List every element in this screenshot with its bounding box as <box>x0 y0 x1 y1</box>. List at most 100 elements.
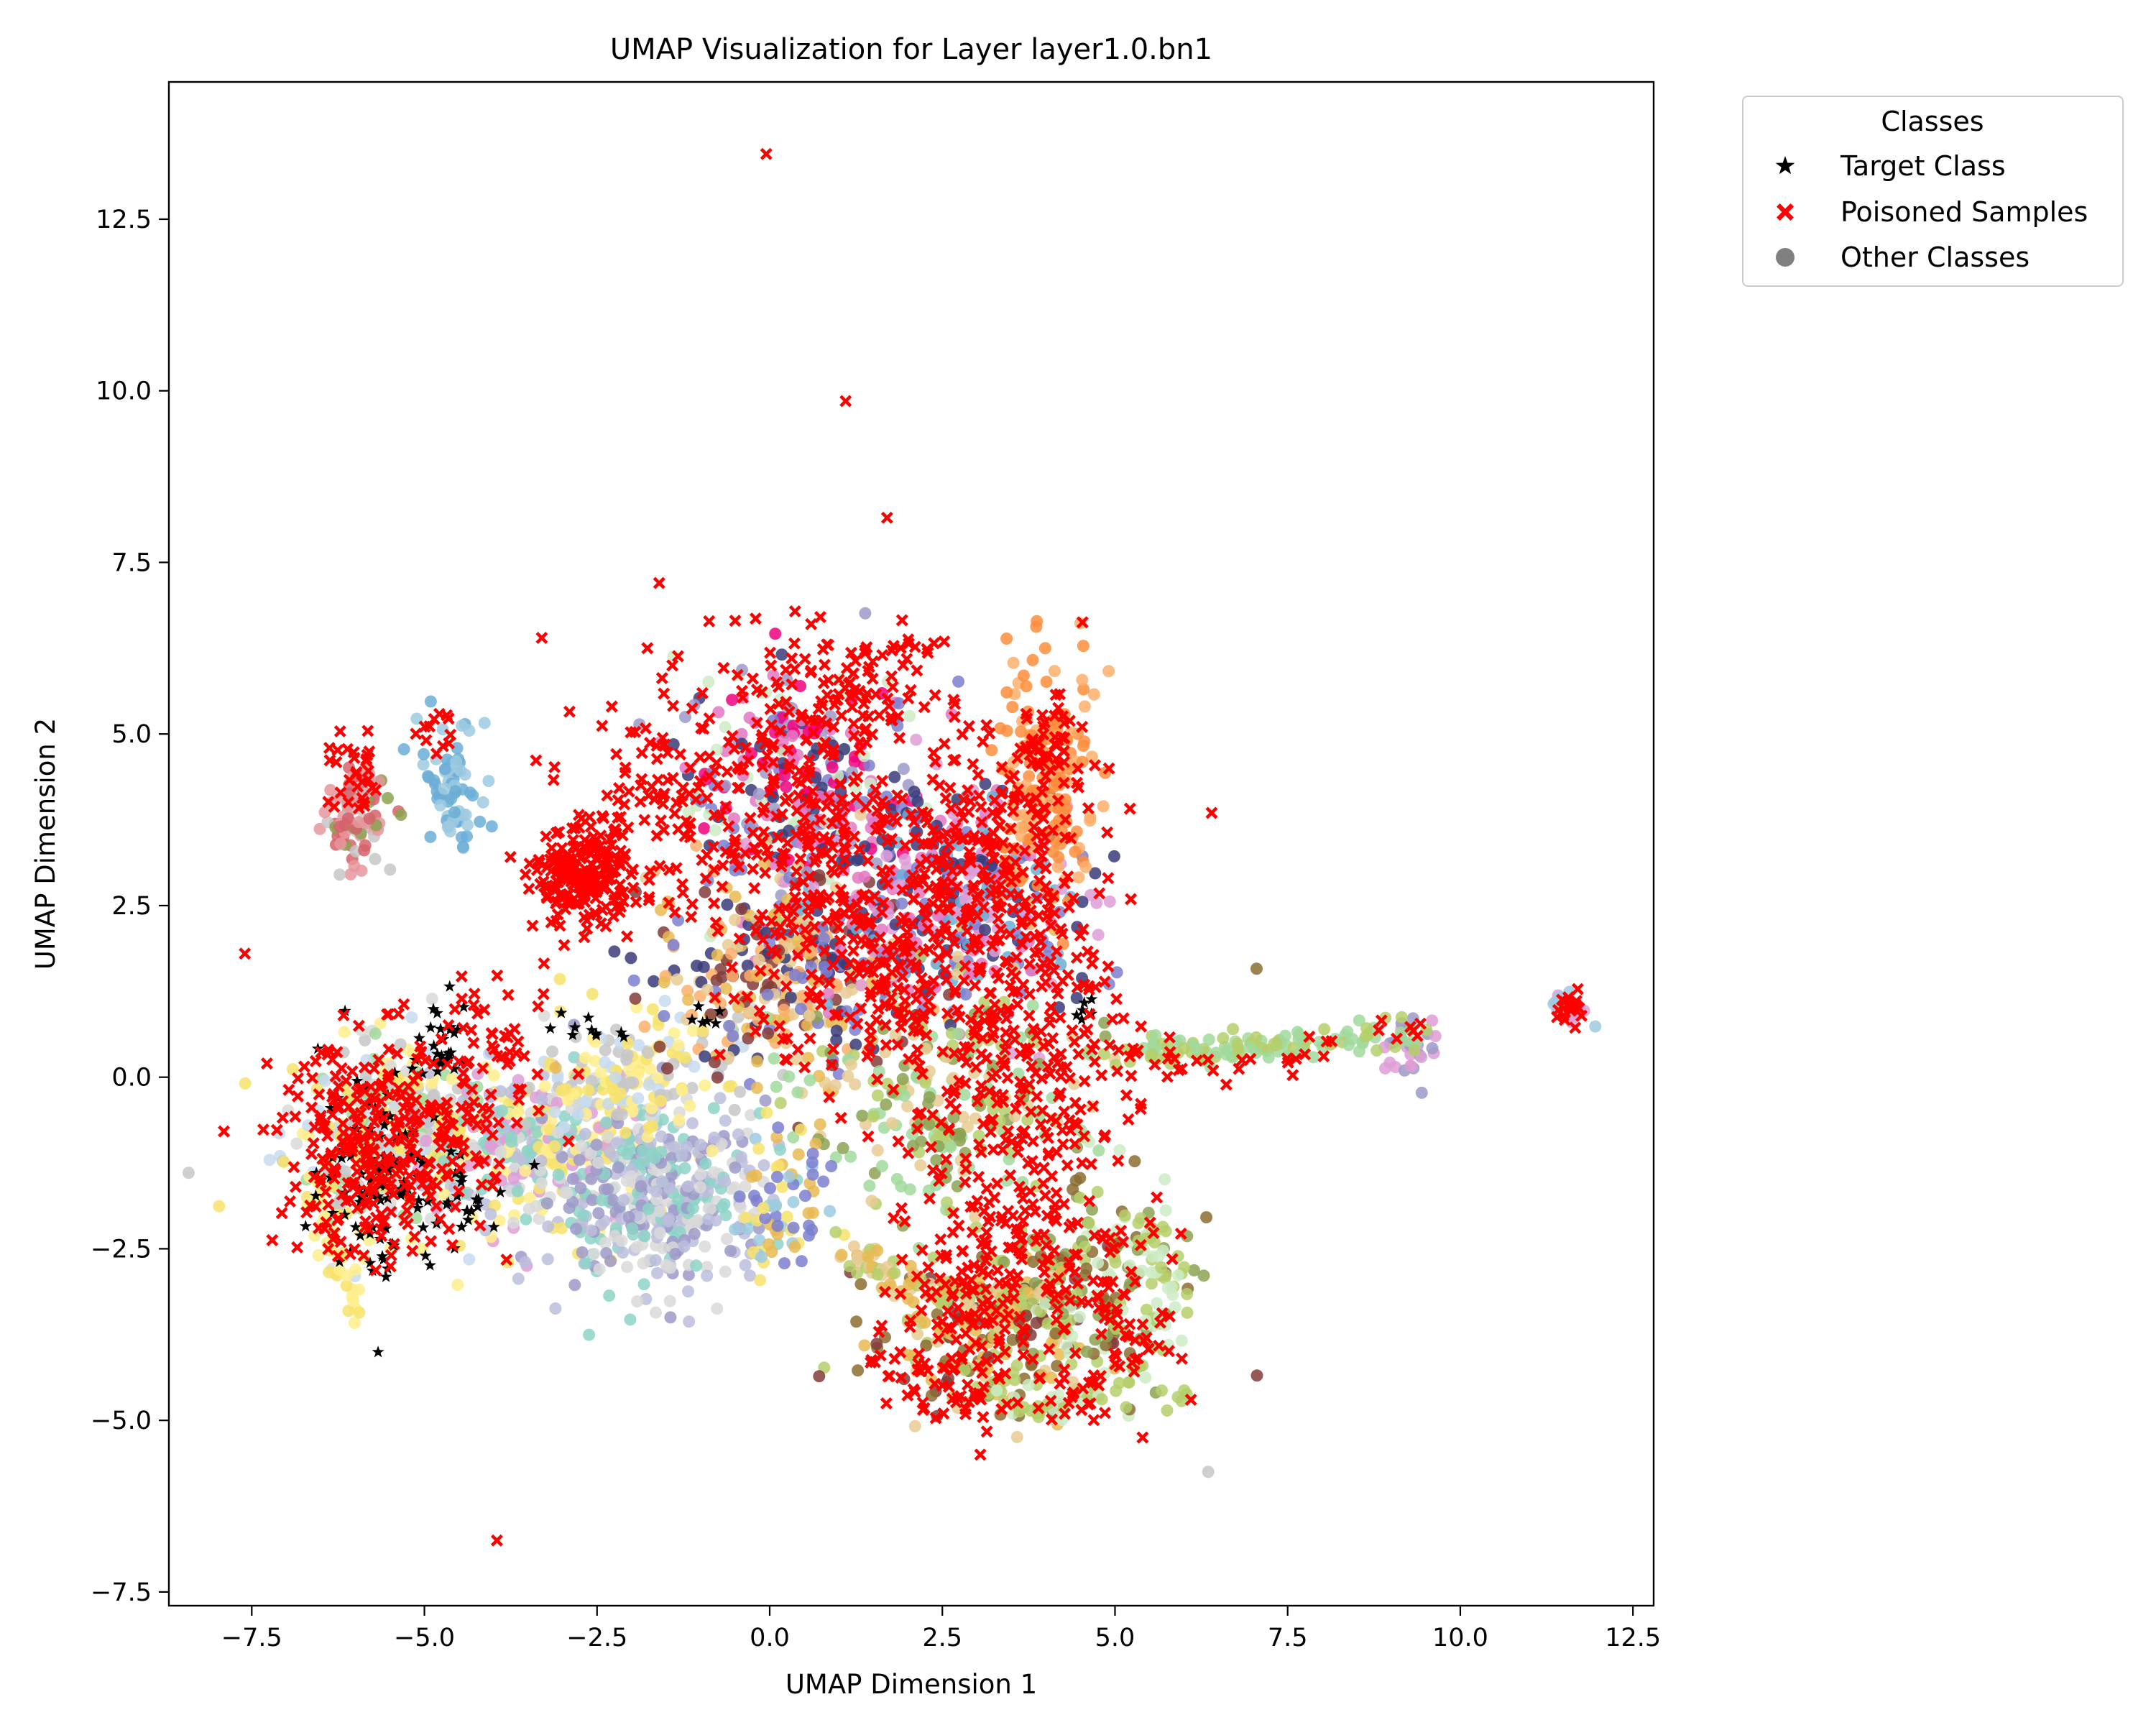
other-classes-marks <box>182 607 1602 1478</box>
target-class-point <box>372 1346 384 1358</box>
other-class-point <box>678 1162 691 1174</box>
other-class-point <box>740 1211 752 1224</box>
other-class-point <box>586 988 599 1000</box>
poisoned-sample-point <box>282 1083 295 1096</box>
other-class-point <box>776 735 789 748</box>
other-class-point <box>461 819 474 832</box>
poisoned-sample-point <box>634 795 647 808</box>
poisoned-sample-point <box>289 1180 302 1193</box>
other-class-point <box>482 775 495 788</box>
other-class-point <box>589 1054 602 1067</box>
other-class-point <box>691 1214 704 1227</box>
other-class-point <box>382 792 394 804</box>
other-class-point <box>798 1190 811 1202</box>
other-class-point <box>825 1160 838 1172</box>
other-class-point <box>617 1144 630 1157</box>
other-class-point <box>806 1223 819 1236</box>
other-class-point <box>871 1268 884 1281</box>
other-class-point <box>952 1027 964 1040</box>
other-class-point <box>646 1003 659 1016</box>
other-class-point <box>795 1255 808 1268</box>
other-class-point <box>719 745 732 758</box>
other-class-point <box>826 761 839 773</box>
poisoned-sample-point <box>448 1003 461 1016</box>
poisoned-sample-point <box>547 773 560 786</box>
other-class-point <box>359 1034 372 1046</box>
other-class-point <box>622 1037 634 1050</box>
other-class-point <box>638 1230 651 1243</box>
other-class-point <box>615 1108 628 1121</box>
other-class-point <box>683 806 696 818</box>
other-class-point <box>847 1240 860 1253</box>
other-class-point <box>1149 1029 1162 1041</box>
poisoned-sample-point <box>658 687 671 700</box>
other-class-point <box>795 1003 807 1016</box>
poisoned-sample-point <box>721 765 734 778</box>
other-class-point <box>463 1253 476 1266</box>
other-class-point <box>621 1261 634 1274</box>
other-class-point <box>1250 1369 1263 1382</box>
other-class-point <box>637 1257 650 1270</box>
poisoned-sample-point <box>538 957 550 970</box>
other-class-point <box>688 1060 701 1073</box>
poisoned-sample-point <box>835 709 848 722</box>
poisoned-sample-point <box>788 637 801 650</box>
other-class-point <box>728 1181 741 1194</box>
other-class-point <box>405 1011 418 1024</box>
poisoned-sample-point <box>425 1235 438 1248</box>
poisoned-sample-point <box>605 700 618 713</box>
other-class-point <box>446 815 459 828</box>
other-class-point <box>651 1072 664 1085</box>
other-class-point <box>353 1306 366 1319</box>
poisoned-sample-point <box>708 897 721 910</box>
other-class-point <box>686 1202 699 1215</box>
other-class-point <box>688 1228 701 1241</box>
poisoned-sample-point <box>650 753 663 765</box>
poisoned-sample-point <box>818 658 831 671</box>
other-class-point <box>752 1142 765 1155</box>
other-class-point <box>1022 1379 1035 1392</box>
other-class-point <box>743 1005 756 1018</box>
other-class-point <box>1015 725 1028 738</box>
other-class-point <box>719 1114 732 1127</box>
other-class-point <box>682 1285 694 1298</box>
other-class-point <box>733 1190 746 1203</box>
other-class-point <box>850 1315 863 1328</box>
other-class-point <box>787 1221 800 1234</box>
other-class-point <box>818 932 830 945</box>
poisoned-sample-point <box>803 1032 816 1045</box>
other-class-point <box>626 1222 639 1235</box>
poisoned-sample-point <box>895 614 908 627</box>
poisoned-sample-point <box>1123 802 1136 815</box>
other-class-point <box>549 1302 562 1315</box>
other-class-point <box>635 1157 648 1170</box>
other-class-point <box>768 1052 780 1065</box>
other-class-point <box>355 864 368 877</box>
other-class-point <box>661 1062 673 1075</box>
other-class-point <box>686 1117 699 1130</box>
poisoned-sample-point <box>641 642 654 655</box>
other-class-point <box>541 1253 554 1266</box>
poisoned-sample-point <box>291 1241 304 1254</box>
other-class-point <box>893 697 906 709</box>
other-class-point <box>663 1294 676 1307</box>
other-class-point <box>856 1109 869 1122</box>
other-class-point <box>533 1213 545 1225</box>
other-class-point <box>318 1075 331 1087</box>
poisoned-sample-point <box>876 648 889 661</box>
other-class-point <box>691 960 703 972</box>
other-class-point <box>744 1269 756 1282</box>
other-class-point <box>576 1246 589 1259</box>
other-class-point <box>824 710 837 723</box>
other-class-point <box>699 1050 711 1063</box>
other-class-point <box>711 1302 724 1315</box>
other-class-point <box>867 1110 880 1123</box>
other-class-point <box>681 985 694 998</box>
other-class-point <box>752 788 765 801</box>
poisoned-sample-point <box>876 774 889 787</box>
other-class-point <box>546 1045 558 1058</box>
other-class-point <box>277 1156 290 1168</box>
other-class-point <box>671 973 683 986</box>
other-class-point <box>890 1173 903 1185</box>
